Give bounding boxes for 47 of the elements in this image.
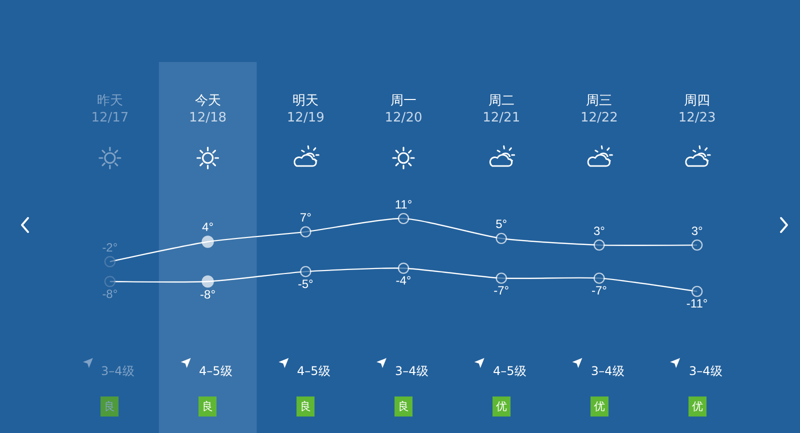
- point: [496, 272, 507, 284]
- x-tick-label: 周四 12/23: [678, 94, 716, 126]
- text: 3–4级: [101, 364, 134, 378]
- point: [300, 226, 312, 238]
- data-label: -7°: [591, 283, 608, 298]
- data-label: 5°: [496, 217, 508, 232]
- data-label: -7°: [494, 283, 510, 298]
- text: 3–4级: [689, 364, 722, 378]
- point: [594, 272, 605, 284]
- point: [691, 239, 703, 251]
- text: 4–5级: [493, 364, 526, 378]
- point: [691, 286, 703, 298]
- data-label: -4°: [396, 274, 412, 288]
- point: [202, 275, 214, 288]
- text: 优: [594, 400, 605, 413]
- x-tick-label: 周一 12/20: [384, 94, 422, 126]
- data-label: -5°: [298, 276, 314, 291]
- data-label: -8°: [102, 286, 118, 301]
- data-label: 11°: [394, 197, 412, 212]
- x-tick-label: 明天 12/19: [286, 94, 324, 126]
- point: [398, 262, 410, 274]
- data-label: 4°: [202, 220, 214, 234]
- x-tick-label: 周三 12/22: [580, 94, 618, 126]
- point: [594, 239, 605, 251]
- data-label: 7°: [300, 210, 312, 225]
- data-label: -11°: [686, 296, 708, 311]
- text: 优: [692, 400, 703, 413]
- point: [202, 236, 214, 248]
- x-tick-label: 今天 12/18: [189, 94, 227, 126]
- text: 3–4级: [591, 364, 624, 378]
- x-tick-label: 昨天 12/17: [91, 94, 129, 126]
- text: 4–5级: [297, 364, 330, 378]
- text: 良: [202, 400, 213, 413]
- text: 优: [496, 400, 507, 413]
- point: [398, 212, 410, 224]
- text: 良: [398, 400, 409, 413]
- text: 4–5级: [199, 364, 232, 378]
- text: 良: [300, 400, 311, 413]
- point: [300, 266, 312, 278]
- data-label: 3°: [691, 224, 703, 238]
- data-label: -2°: [102, 240, 118, 254]
- data-label: -8°: [200, 287, 216, 302]
- x-tick-label: 周二 12/21: [482, 94, 520, 126]
- point: [496, 232, 507, 244]
- text: 3–4级: [395, 364, 428, 378]
- data-label: 3°: [593, 224, 606, 238]
- text: 良: [104, 400, 115, 413]
